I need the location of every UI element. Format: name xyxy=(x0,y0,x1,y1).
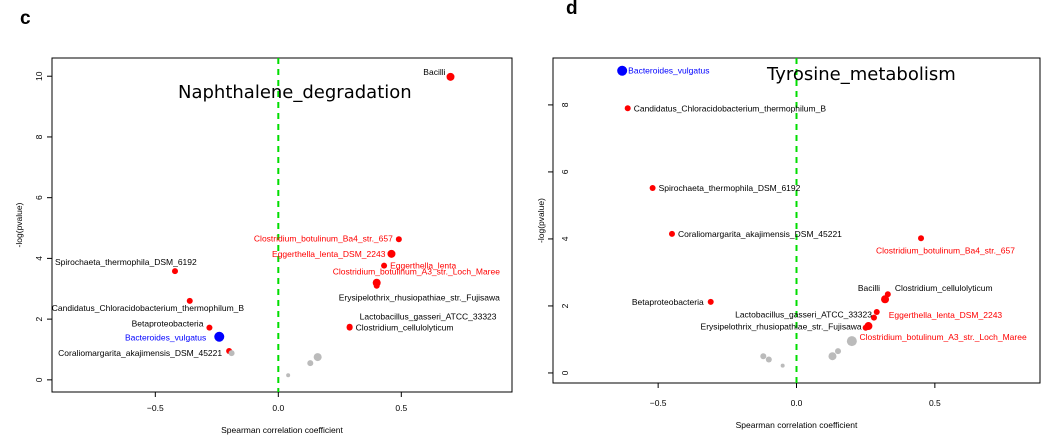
point-label: Clostridium_cellulolyticum xyxy=(895,283,993,293)
point-label: Erysipelothrix_rhusiopathiae_str._Fujisa… xyxy=(339,293,500,303)
point-label: Eggerthella_lenta_DSM_2243 xyxy=(889,310,1003,320)
x-tick-label: −0.5 xyxy=(650,398,667,408)
point-label: Candidatus_Chloracidobacterium_thermophi… xyxy=(634,103,827,113)
data-point xyxy=(381,262,388,269)
point-label: Eggerthella_lenta xyxy=(390,261,456,271)
data-point xyxy=(373,282,380,289)
data-point xyxy=(624,105,631,112)
y-tick-label: 0 xyxy=(560,370,570,375)
y-tick-label: 4 xyxy=(560,236,570,241)
chart-title: Tyrosine_metabolism xyxy=(766,64,956,85)
data-point xyxy=(446,72,455,81)
x-tick-label: 0.5 xyxy=(395,403,407,413)
chart-panel-d: 0 2 4 6 8 −0.5 0.0 0.5 Spearman correlation coef… xyxy=(536,57,1041,430)
point-label: Bacteroides_vulgatus xyxy=(628,66,709,76)
data-point xyxy=(313,353,322,362)
point-label: Erysipelothrix_rhusiopathiae_str._Fujisa… xyxy=(701,322,862,332)
panel-letter-d: d xyxy=(566,0,578,19)
data-point xyxy=(668,230,675,237)
data-point xyxy=(387,249,396,258)
point-label: Spirochaeta_thermophila_DSM_6192 xyxy=(659,183,801,193)
x-axis-label: Spearman correlation coefficient xyxy=(736,420,858,430)
point-label: Clostridium_cellulolyticum xyxy=(356,323,454,333)
data-point xyxy=(206,324,213,331)
data-point xyxy=(765,356,772,363)
data-point xyxy=(286,373,291,378)
point-label: Clostridium_botulinum_Ba4_str._657 xyxy=(254,233,393,243)
point-label: Betaproteobacteria xyxy=(632,297,704,307)
x-tick-label: 0.0 xyxy=(791,398,803,408)
data-point xyxy=(873,308,880,315)
data-point xyxy=(186,297,193,304)
point-label: Coraliomargarita_akajimensis_DSM_45221 xyxy=(58,348,222,358)
data-point xyxy=(828,352,837,361)
y-tick-label: 6 xyxy=(34,195,44,200)
y-tick-label: 6 xyxy=(560,169,570,174)
data-point xyxy=(862,324,869,331)
x-axis-label: Spearman correlation coefficient xyxy=(221,425,343,435)
point-label: Lactobacillus_gasseri_ATCC_33323 xyxy=(360,312,497,322)
point-label: Lactobacillus_gasseri_ATCC_33323 xyxy=(735,310,872,320)
y-tick-label: 4 xyxy=(34,256,44,261)
y-tick-label: 2 xyxy=(34,316,44,321)
data-point xyxy=(760,353,767,360)
data-point xyxy=(881,295,890,304)
y-tick-label: 10 xyxy=(34,71,44,81)
data-point xyxy=(228,350,235,357)
data-point xyxy=(395,236,402,243)
point-label: Candidatus_Chloracidobacterium_thermophi… xyxy=(52,303,245,313)
y-tick-label: 2 xyxy=(560,303,570,308)
y-axis-label: -log(pvalue) xyxy=(14,202,24,247)
point-label: Betaproteobacteria xyxy=(132,319,204,329)
point-label: Coraliomargarita_akajimensis_DSM_45221 xyxy=(678,229,842,239)
y-tick-label: 8 xyxy=(560,102,570,107)
point-label: Clostridium_botulinum_Ba4_str._657 xyxy=(876,245,1015,255)
data-point xyxy=(780,363,785,368)
chart-panel-c: 0 2 4 6 8 10 −0.5 0.0 0.5 Spearman correlation co… xyxy=(14,57,513,435)
data-point xyxy=(171,268,178,275)
x-tick-label: −0.5 xyxy=(147,403,164,413)
point-label: Bacteroides_vulgatus xyxy=(125,333,206,343)
x-tick-label: 0.5 xyxy=(929,398,941,408)
data-point xyxy=(707,298,714,305)
data-point xyxy=(649,185,656,191)
data-point xyxy=(870,314,877,321)
chart-title: Naphthalene_degradation xyxy=(178,82,412,103)
data-point xyxy=(835,348,842,355)
point-label: Clostridium_botulinum_A3_str._Loch_Maree xyxy=(859,332,1027,342)
point-label: Bacilli xyxy=(423,67,445,77)
point-label: Spirochaeta_thermophila_DSM_6192 xyxy=(55,257,197,267)
data-point xyxy=(307,360,314,367)
x-tick-label: 0.0 xyxy=(272,403,284,413)
y-tick-label: 0 xyxy=(34,377,44,382)
data-point xyxy=(346,324,353,331)
panel-letter-c: c xyxy=(20,8,31,29)
point-label: Bacilli xyxy=(858,283,880,293)
y-axis-label: -log(pvalue) xyxy=(536,198,546,243)
point-label: Eggerthella_lenta_DSM_2243 xyxy=(272,249,386,259)
plot-frame xyxy=(51,57,513,393)
data-point xyxy=(918,235,925,242)
data-point xyxy=(214,331,225,342)
point-label: Clostridium_botulinum_A3_str._Loch_Maree xyxy=(333,267,501,277)
data-point xyxy=(846,336,857,347)
y-tick-label: 8 xyxy=(34,134,44,139)
data-point xyxy=(617,65,628,76)
